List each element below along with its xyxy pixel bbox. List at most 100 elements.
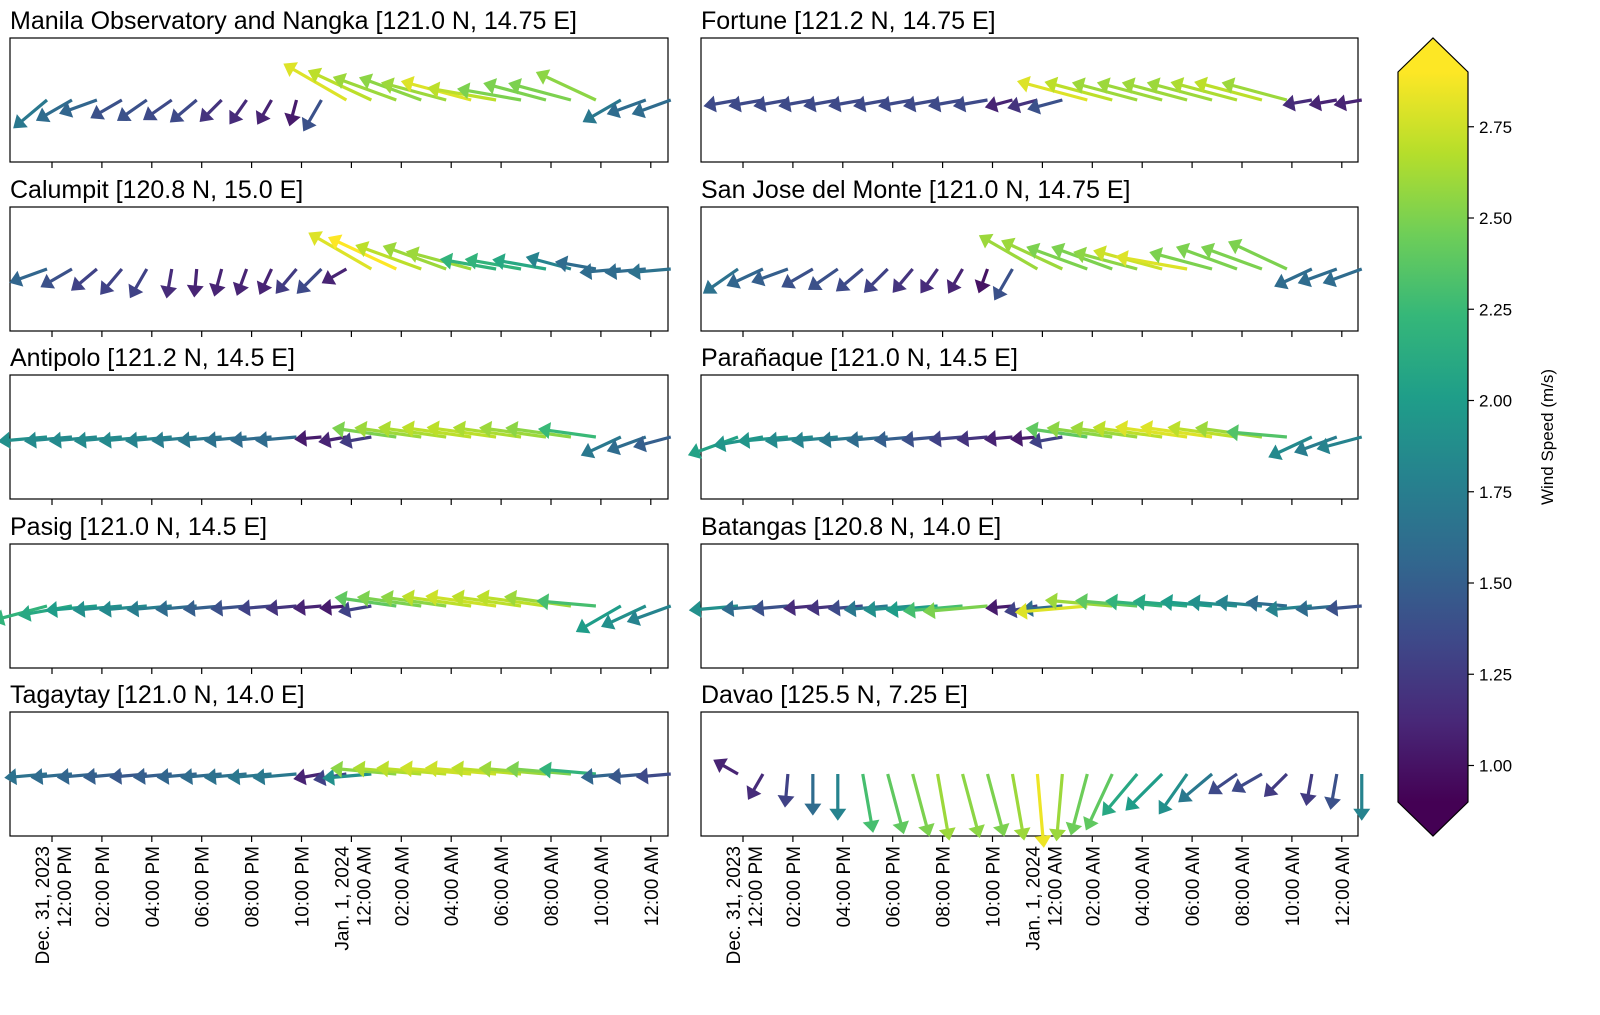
wind-arrow: [1316, 435, 1363, 455]
x-tick-text: 12:00 AM: [354, 846, 375, 926]
wind-arrow: [737, 431, 789, 449]
wind-arrow: [4, 768, 48, 786]
wind-arrow: [506, 760, 572, 778]
wind-arrow: [284, 99, 301, 127]
colorbar-extend-max: [1398, 38, 1468, 72]
wind-arrow: [1282, 94, 1313, 112]
wind-arrow: [126, 600, 172, 618]
panel-title: Batangas [120.8 N, 14.0 E]: [701, 513, 1001, 541]
wind-arrow: [508, 78, 572, 102]
wind-arrow: [928, 430, 963, 448]
wind-arrow: [835, 267, 864, 292]
wind-arrow: [1115, 250, 1188, 271]
x-tick-label: 08:00 AM: [542, 846, 563, 926]
wind-arrow: [580, 767, 621, 785]
wind-arrow: [920, 268, 939, 294]
wind-arrow: [400, 76, 472, 102]
x-tick-label: 06:00 PM: [884, 846, 905, 927]
x-tick-text: 12:00 AM: [1333, 846, 1354, 926]
wind-arrow: [1016, 76, 1088, 102]
wind-arrow: [82, 767, 122, 785]
wind-arrow: [687, 435, 739, 460]
wind-arrow: [535, 69, 597, 102]
svg-text:12:00 AM: 12:00 AM: [642, 846, 663, 926]
wind-arrow: [476, 589, 547, 608]
x-tick-label: 10:00 PM: [293, 846, 314, 927]
wind-arrow: [911, 773, 935, 837]
wind-arrow: [237, 599, 272, 617]
svg-text:12:00 AM: 12:00 AM: [1333, 846, 1354, 926]
wind-arrow: [726, 267, 764, 289]
wind-arrow: [538, 761, 597, 779]
wind-arrow: [1026, 242, 1088, 271]
svg-text:10:00 PM: 10:00 PM: [984, 846, 1005, 927]
svg-text:08:00 PM: 08:00 PM: [934, 846, 955, 927]
wind-arrow: [1125, 772, 1164, 811]
x-tick-label: 08:00 PM: [934, 846, 955, 927]
wind-arrow: [1297, 267, 1338, 288]
wind-arrow: [9, 267, 48, 287]
wind-arrow: [606, 435, 647, 456]
wind-arrow: [1029, 432, 1063, 450]
wind-arrow: [73, 431, 122, 449]
x-tick-text: 06:00 AM: [492, 846, 513, 926]
wind-arrow: [0, 431, 48, 449]
wind-arrow: [1027, 98, 1063, 115]
wind-arrow: [48, 431, 98, 449]
wind-arrow: [728, 95, 764, 113]
x-tick-text: 04:00 PM: [143, 846, 164, 927]
colorbar-tick-label: 1.25: [1479, 665, 1512, 684]
wind-arrow: [1065, 773, 1089, 836]
wind-arrow: [156, 767, 197, 785]
x-tick-label: Dec. 31, 202312:00 PM: [33, 846, 76, 964]
wind-arrow: [1034, 773, 1052, 848]
wind-arrow: [703, 95, 739, 113]
wind-arrow: [1215, 594, 1263, 612]
wind-arrow: [956, 430, 988, 448]
wind-arrow: [1139, 420, 1213, 439]
wind-arrow: [98, 431, 147, 449]
wind-arrow: [635, 767, 671, 785]
wind-arrow: [1010, 429, 1038, 447]
svg-text:Dec. 31, 202312:00 PM: Dec. 31, 202312:00 PM: [33, 846, 76, 964]
wind-arrow: [1093, 245, 1163, 271]
x-tick-text: Jan. 1, 2024: [1023, 846, 1044, 951]
x-tick-text: 12:00 PM: [55, 846, 76, 927]
wind-arrow: [1200, 242, 1263, 271]
wind-arrow: [713, 758, 739, 776]
wind-arrow: [332, 72, 397, 102]
wind-arrow: [71, 267, 98, 291]
wind-arrow: [1132, 593, 1188, 611]
wind-arrow: [1044, 76, 1113, 102]
x-tick-label: Dec. 31, 202312:00 PM: [724, 846, 767, 964]
panel-title: Tagaytay [121.0 N, 14.0 E]: [10, 681, 305, 709]
wind-arrow: [355, 241, 422, 271]
wind-arrow: [806, 599, 838, 617]
panel-0: Manila Observatory and Nangka [121.0 N, …: [9, 7, 672, 168]
svg-text:06:00 AM: 06:00 AM: [1183, 846, 1204, 926]
wind-arrow: [579, 263, 621, 281]
colorbar-tick-label: 2.00: [1479, 392, 1512, 411]
wind-arrow: [177, 431, 222, 449]
wind-arrow: [125, 431, 172, 449]
x-tick-label: 02:00 PM: [93, 846, 114, 927]
svg-text:04:00 AM: 04:00 AM: [1133, 846, 1154, 926]
wind-arrow: [1170, 77, 1238, 102]
wind-arrow: [1178, 772, 1214, 803]
wind-arrow: [1322, 267, 1363, 288]
wind-arrow: [151, 431, 197, 449]
wind-arrow: [1044, 592, 1113, 610]
wind-arrow: [1007, 96, 1038, 114]
wind-arrow: [575, 604, 622, 634]
wind-arrow: [1208, 772, 1238, 795]
wind-arrow: [354, 420, 422, 439]
panel-title: Davao [125.5 N, 7.25 E]: [701, 681, 968, 709]
x-tick-label: 12:00 AM: [1333, 846, 1354, 926]
svg-text:04:00 PM: 04:00 PM: [143, 846, 164, 927]
x-tick-label: 04:00 PM: [143, 846, 164, 927]
wind-arrow: [322, 768, 372, 786]
wind-arrow: [791, 431, 838, 449]
wind-arrow: [1083, 773, 1114, 831]
x-tick-text: 02:00 AM: [1083, 846, 1104, 926]
x-tick-label: 04:00 PM: [834, 846, 855, 927]
